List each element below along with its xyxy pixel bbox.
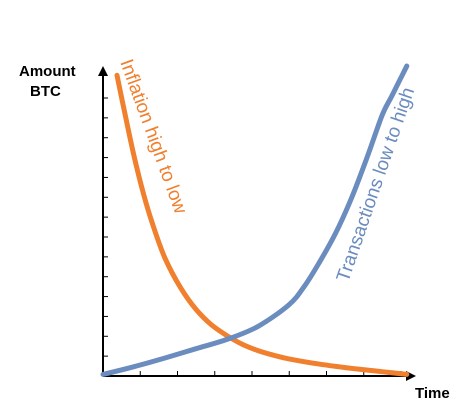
y-axis-label-line-2: BTC [30,83,61,100]
series-inflation-label: Inflation high to low [115,57,190,217]
x-axis-label: Time [415,385,450,402]
series-transactions-line [100,63,410,377]
y-axis-arrow [98,66,108,76]
series-inflation-line [114,72,410,377]
series-transactions-label: Transactions low to high [333,85,419,285]
y-axis-label-line-1: Amount [19,63,76,80]
